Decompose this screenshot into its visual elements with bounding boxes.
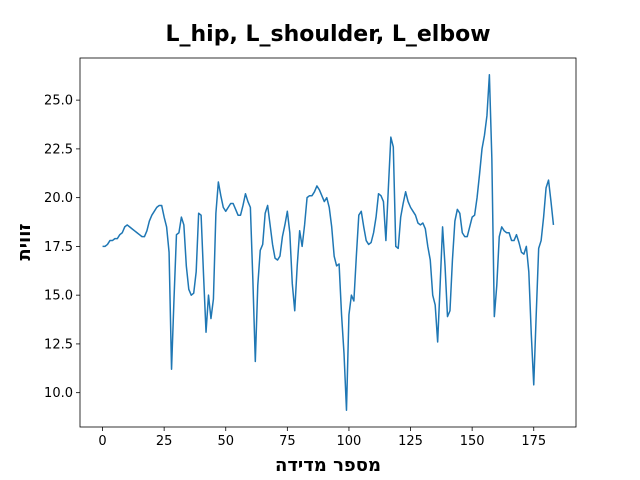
x-tick-label: 175: [521, 434, 546, 449]
y-tick-label: 17.5: [44, 240, 73, 255]
y-tick-label: 12.5: [44, 337, 73, 352]
x-tick-label: 125: [398, 434, 423, 449]
x-tick-label: 150: [460, 434, 485, 449]
x-tick-label: 75: [279, 434, 296, 449]
y-tick-label: 20.0: [44, 191, 73, 206]
plot-frame: [79, 57, 577, 428]
x-tick-label: 100: [337, 434, 362, 449]
x-tick-label: 25: [156, 434, 173, 449]
y-tick-label: 22.5: [44, 142, 73, 157]
y-tick-label: 25.0: [44, 94, 73, 109]
chart-title: L_hip, L_shoulder, L_elbow: [165, 22, 490, 47]
y-axis-label: זווית: [14, 223, 35, 260]
data-line: [102, 74, 555, 411]
y-tick-label: 15.0: [44, 289, 73, 304]
x-tick-label: 50: [217, 434, 234, 449]
x-tick-label: 0: [98, 434, 106, 449]
x-axis-label: מספר מדידה: [275, 455, 381, 476]
y-tick-label: 10.0: [44, 386, 73, 401]
